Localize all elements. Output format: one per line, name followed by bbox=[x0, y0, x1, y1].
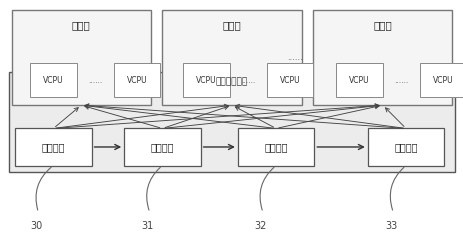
Text: VCPU: VCPU bbox=[432, 76, 452, 85]
Text: 监视模块: 监视模块 bbox=[42, 142, 65, 152]
Bar bbox=[183, 63, 229, 97]
Bar bbox=[237, 129, 314, 166]
Bar bbox=[162, 10, 301, 105]
Bar bbox=[9, 72, 454, 172]
Text: ......: ...... bbox=[241, 76, 255, 85]
Bar bbox=[336, 63, 382, 97]
Text: 预测模块: 预测模块 bbox=[150, 142, 174, 152]
Bar bbox=[367, 129, 444, 166]
Bar bbox=[124, 129, 200, 166]
Text: 虚拟机: 虚拟机 bbox=[373, 20, 391, 30]
Text: 虚拟机: 虚拟机 bbox=[72, 20, 90, 30]
Text: ......: ...... bbox=[394, 76, 407, 85]
Text: 虚拟机监控器: 虚拟机监控器 bbox=[215, 78, 248, 87]
Text: 30: 30 bbox=[30, 221, 42, 231]
Text: 31: 31 bbox=[141, 221, 153, 231]
Bar bbox=[12, 10, 150, 105]
Text: VCPU: VCPU bbox=[196, 76, 216, 85]
Bar bbox=[113, 63, 160, 97]
Text: 虚拟机: 虚拟机 bbox=[222, 20, 241, 30]
Bar bbox=[313, 10, 451, 105]
Text: VCPU: VCPU bbox=[349, 76, 369, 85]
Text: ......: ...... bbox=[286, 53, 302, 62]
Text: VCPU: VCPU bbox=[279, 76, 300, 85]
Text: ......: ...... bbox=[88, 76, 102, 85]
Text: 32: 32 bbox=[254, 221, 266, 231]
Bar bbox=[419, 63, 463, 97]
Text: VCPU: VCPU bbox=[126, 76, 147, 85]
Bar bbox=[266, 63, 313, 97]
Bar bbox=[15, 129, 92, 166]
Text: 分配模块: 分配模块 bbox=[394, 142, 417, 152]
Text: 决策模块: 决策模块 bbox=[264, 142, 287, 152]
Text: 33: 33 bbox=[384, 221, 396, 231]
Bar bbox=[30, 63, 76, 97]
Text: VCPU: VCPU bbox=[43, 76, 63, 85]
